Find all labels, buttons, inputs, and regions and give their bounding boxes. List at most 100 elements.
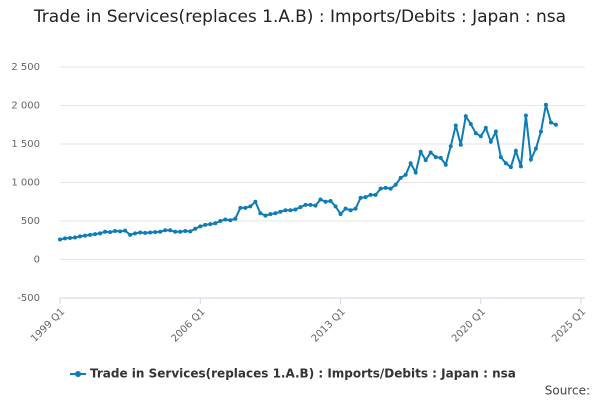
data-point — [333, 204, 338, 209]
data-point — [548, 120, 553, 125]
x-tick-label: 1999 Q1 — [29, 306, 67, 344]
data-point — [358, 195, 363, 200]
source: Source: — [545, 384, 590, 398]
data-point — [458, 142, 463, 147]
data-point — [153, 230, 158, 235]
data-point — [423, 158, 428, 163]
y-tick-label: 2 500 — [11, 62, 40, 73]
data-point — [448, 144, 453, 149]
data-point — [113, 229, 118, 234]
data-point — [128, 232, 133, 237]
data-point — [453, 123, 458, 128]
data-point — [203, 222, 208, 227]
data-point — [283, 208, 288, 213]
data-point — [338, 212, 343, 217]
data-point — [123, 228, 128, 233]
data-point — [518, 164, 523, 169]
data-point — [103, 229, 108, 234]
data-point — [403, 172, 408, 177]
legend-label: Trade in Services(replaces 1.A.B) : Impo… — [90, 367, 516, 381]
data-point — [343, 206, 348, 211]
data-point — [373, 192, 378, 197]
data-point — [378, 186, 383, 191]
data-point — [478, 134, 483, 139]
data-point — [348, 208, 353, 213]
data-line — [59, 104, 557, 241]
data-point — [248, 204, 253, 209]
data-point — [158, 229, 163, 234]
data-point — [293, 207, 298, 212]
data-point — [543, 102, 548, 107]
data-point — [198, 224, 203, 229]
data-point — [473, 131, 478, 136]
y-tick-label: 1 500 — [11, 139, 40, 150]
chart-title: Trade in Services(replaces 1.A.B) : Impo… — [33, 7, 567, 27]
data-point — [173, 229, 178, 234]
data-point — [418, 149, 423, 154]
data-point — [278, 209, 283, 214]
data-point — [323, 199, 328, 204]
x-tick-label: 2006 Q1 — [169, 306, 207, 344]
x-tick-label: 2020 Q1 — [450, 306, 488, 344]
data-point — [163, 228, 168, 233]
data-point — [368, 192, 373, 197]
data-point — [488, 139, 493, 144]
data-point — [218, 219, 223, 223]
data-point — [268, 212, 273, 217]
data-point — [393, 182, 398, 187]
data-point — [63, 236, 68, 241]
data-point — [183, 229, 188, 234]
data-point — [363, 195, 368, 200]
data-point — [463, 114, 468, 119]
data-point — [108, 230, 113, 235]
data-point — [193, 226, 198, 231]
data-point — [228, 218, 233, 223]
data-point — [68, 235, 73, 240]
x-tick-label: 2013 Q1 — [310, 306, 348, 344]
data-point — [238, 205, 243, 210]
data-point — [143, 230, 148, 235]
data-point — [513, 148, 518, 153]
y-tick-label: 500 — [21, 216, 40, 227]
data-point — [498, 155, 503, 160]
y-tick-label: 0 — [34, 255, 40, 266]
x-tick-label: 2025 Q1 — [550, 306, 588, 344]
data-point — [503, 161, 508, 166]
data-point — [528, 157, 533, 162]
data-point — [413, 170, 418, 175]
data-point — [298, 205, 303, 210]
data-point — [508, 165, 513, 170]
data-point — [523, 113, 528, 118]
data-point — [493, 129, 498, 134]
data-point — [538, 129, 543, 134]
data-point — [388, 186, 393, 191]
data-point — [208, 222, 213, 227]
data-point — [468, 121, 473, 126]
data-point — [273, 211, 278, 216]
data-point — [313, 203, 318, 208]
data-point — [438, 155, 443, 160]
data-point — [433, 155, 438, 160]
data-point — [118, 229, 123, 234]
data-point — [383, 185, 388, 190]
data-point — [263, 213, 268, 218]
data-point — [188, 229, 193, 234]
data-point — [288, 208, 293, 213]
y-tick-label: 1 000 — [11, 178, 40, 189]
data-point — [138, 230, 143, 235]
data-point — [213, 221, 218, 226]
data-point — [443, 162, 448, 167]
data-point — [73, 235, 78, 240]
data-point — [178, 229, 183, 234]
y-tick-label: 2 000 — [11, 101, 40, 112]
data-point — [483, 125, 488, 130]
data-point — [303, 202, 308, 207]
data-point — [253, 199, 258, 204]
data-point — [233, 216, 238, 221]
data-point — [308, 202, 313, 207]
data-point — [553, 122, 558, 127]
data-point — [318, 197, 323, 202]
data-point — [133, 231, 138, 236]
